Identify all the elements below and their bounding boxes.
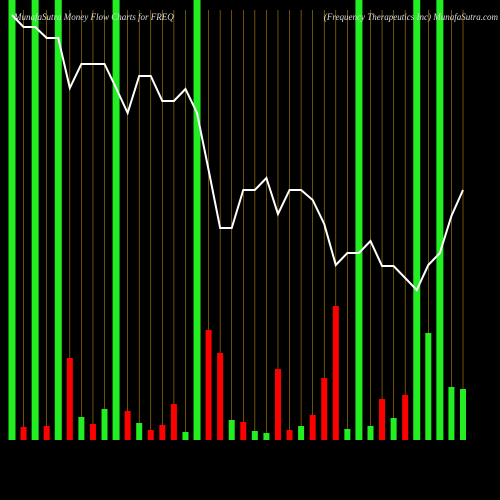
highlight-bar xyxy=(436,0,444,440)
chart-subtitle: (Frequency Therapeutics Inc) MunafaSutra… xyxy=(324,12,499,22)
bar xyxy=(217,353,224,440)
bar xyxy=(20,427,27,440)
bar xyxy=(78,417,85,440)
bar xyxy=(390,418,397,440)
bar xyxy=(379,399,386,440)
highlight-bar xyxy=(193,0,201,440)
bar xyxy=(159,425,166,440)
money-flow-line xyxy=(11,14,464,292)
bar xyxy=(251,431,258,440)
bar xyxy=(367,426,374,440)
highlight-bar xyxy=(112,0,120,440)
bar xyxy=(66,358,73,440)
bar xyxy=(101,409,108,440)
bar xyxy=(309,415,316,440)
bar xyxy=(170,404,177,440)
bar xyxy=(124,411,131,440)
plot xyxy=(8,0,466,440)
bar xyxy=(344,429,351,440)
bar xyxy=(43,426,50,440)
bar xyxy=(205,330,212,440)
highlight-bar xyxy=(8,0,16,440)
bar xyxy=(228,420,235,440)
bar xyxy=(298,426,305,440)
bar xyxy=(448,387,455,440)
bar xyxy=(332,306,339,440)
bar xyxy=(263,433,270,440)
bar xyxy=(240,422,247,440)
bar xyxy=(402,395,409,440)
highlight-bar xyxy=(355,0,363,440)
bar xyxy=(425,333,432,440)
highlight-bar xyxy=(413,0,421,440)
bar xyxy=(321,378,328,440)
highlight-bar xyxy=(31,0,39,440)
bar xyxy=(136,423,143,440)
bar xyxy=(89,424,96,440)
bar xyxy=(182,432,189,440)
bar xyxy=(147,430,154,440)
bar xyxy=(460,389,466,440)
bar xyxy=(286,430,293,440)
chart-title: MunafaSutra Money Flow Charts for FREQ xyxy=(13,12,174,22)
bar xyxy=(274,369,281,440)
highlight-bar xyxy=(54,0,62,440)
